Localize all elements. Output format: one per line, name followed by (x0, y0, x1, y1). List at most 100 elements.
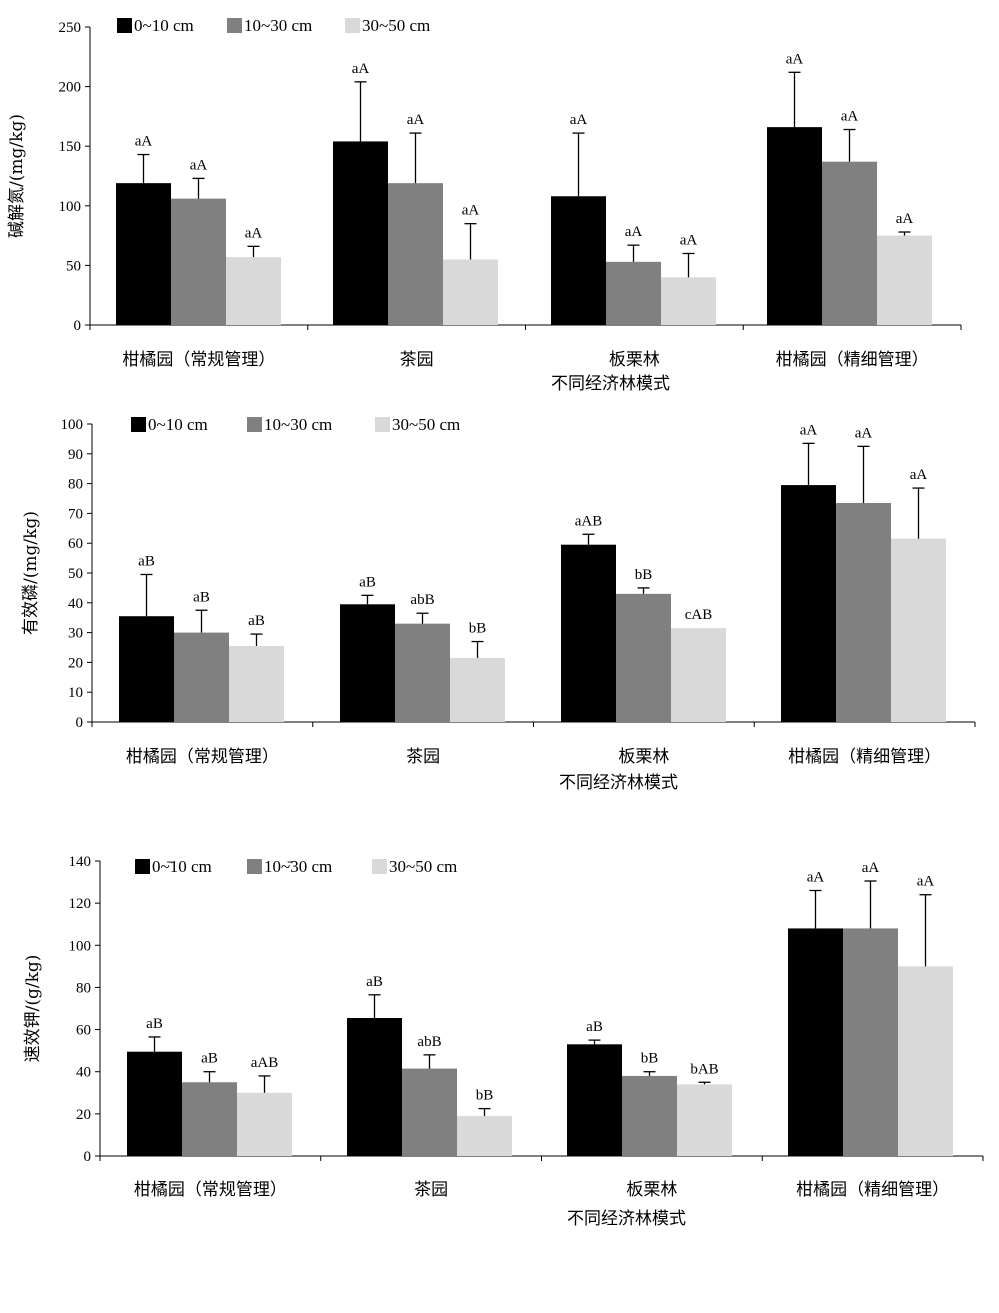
x-category-label: 茶园 (400, 350, 434, 370)
y-tick-label: 60 (68, 536, 83, 552)
legend-label: 10~30 cm (264, 415, 332, 434)
significance-label: aB (193, 589, 210, 605)
y-tick-label: 30 (68, 626, 83, 642)
bar (226, 257, 281, 325)
bar (402, 1068, 457, 1156)
significance-label: aB (201, 1051, 218, 1067)
chart-3: 0 20 40 60 80 100 120 140 aB aB aB aA aB abB bB aA aAB bB… (23, 854, 984, 1229)
legend-label: 10~30 cm (244, 16, 312, 35)
significance-label: aA (135, 134, 153, 150)
bar (395, 623, 450, 722)
significance-label: aB (366, 974, 383, 990)
x-category-label: 柑橘园（常规管理） (134, 1180, 287, 1200)
bar (171, 198, 226, 325)
x-category-label: 柑橘园（常规管理） (122, 350, 275, 370)
y-tick-label: 250 (59, 20, 82, 36)
significance-label: cAB (685, 607, 713, 623)
significance-label: aB (146, 1016, 163, 1032)
bar (561, 544, 616, 722)
significance-label: aB (138, 553, 155, 569)
significance-label: bB (641, 1051, 659, 1067)
x-category-label: 板栗林 (609, 350, 660, 370)
y-tick-label: 50 (68, 566, 83, 582)
legend-swatch (227, 18, 242, 33)
y-tick-label: 140 (69, 854, 92, 870)
y-tick-label: 20 (76, 1107, 91, 1123)
bar (119, 616, 174, 722)
significance-label: abB (410, 592, 434, 608)
significance-label: aB (359, 574, 376, 590)
legend-swatch (247, 859, 262, 874)
significance-label: aA (570, 112, 588, 128)
significance-label: aA (841, 109, 859, 125)
bar (443, 259, 498, 325)
significance-label: aA (352, 61, 370, 77)
legend-swatch (135, 859, 150, 874)
significance-label: aA (407, 112, 425, 128)
y-tick-label: 200 (59, 80, 82, 96)
bar (333, 141, 388, 325)
bar (781, 485, 836, 722)
bar (891, 538, 946, 722)
bar (457, 1115, 512, 1156)
x-category-label: 柑橘园（精细管理） (788, 747, 941, 767)
legend-swatch (372, 859, 387, 874)
bar (877, 235, 932, 325)
significance-label: aA (855, 425, 873, 441)
significance-label: abB (417, 1034, 441, 1050)
bar (677, 1084, 732, 1156)
x-category-label: 柑橘园（精细管理） (776, 350, 929, 370)
y-tick-label: 0 (76, 715, 84, 731)
bar (450, 657, 505, 722)
legend-label: 0~10 cm (134, 16, 194, 35)
significance-label: aB (586, 1019, 603, 1035)
x-axis-title: 不同经济林模式 (559, 773, 678, 793)
bar (116, 183, 171, 325)
bar (661, 277, 716, 325)
y-tick-label: 50 (66, 258, 81, 274)
y-tick-label: 100 (59, 199, 82, 215)
legend-label: 30~50 cm (362, 16, 430, 35)
significance-label: aAB (575, 513, 603, 529)
legend: 0~10 cm 10~30 cm 30~50 cm (131, 415, 460, 434)
significance-label: aA (896, 211, 914, 227)
y-tick-label: 40 (76, 1065, 91, 1081)
y-tick-label: 120 (69, 896, 92, 912)
y-axis-title: 有效磷/(mg/kg) (21, 511, 41, 635)
y-tick-label: 40 (68, 596, 83, 612)
y-axis-title: 速效钾/(g/kg) (23, 955, 43, 1063)
y-tick-label: 90 (68, 447, 83, 463)
y-tick-label: 10 (68, 685, 83, 701)
bar (182, 1082, 237, 1156)
legend-label: 0~̄10 cm (152, 857, 212, 876)
y-tick-label: 60 (76, 1023, 91, 1039)
x-category-label: 茶园 (414, 1180, 448, 1200)
significance-label: aA (190, 157, 208, 173)
y-tick-label: 20 (68, 655, 83, 671)
bar (551, 196, 606, 325)
significance-label: aA (786, 51, 804, 67)
bar (347, 1017, 402, 1156)
bar (567, 1044, 622, 1156)
bar (606, 261, 661, 325)
significance-label: aA (862, 860, 880, 876)
legend-label: 0~10 cm (148, 415, 208, 434)
x-axis-title: 不同经济林模式 (551, 374, 670, 394)
legend-label: 10~̄30 cm (264, 857, 332, 876)
bar (898, 966, 953, 1156)
significance-label: aAB (251, 1055, 279, 1071)
x-category-label: 茶园 (406, 747, 440, 767)
bar (836, 502, 891, 722)
y-tick-label: 70 (68, 506, 83, 522)
chart-1: 0 50 100 150 200 250 aA aA aA aA aA aA aA aA aA aA aA aA 柑… (7, 16, 962, 394)
x-category-label: 板栗林 (626, 1180, 677, 1200)
significance-label: aB (248, 613, 265, 629)
y-tick-label: 0 (84, 1149, 92, 1165)
y-tick-label: 150 (59, 139, 82, 155)
y-tick-label: 80 (68, 477, 83, 493)
x-category-label: 柑橘园（精细管理） (796, 1180, 949, 1200)
bar (340, 604, 395, 722)
bar (388, 183, 443, 325)
y-tick-label: 100 (69, 938, 92, 954)
